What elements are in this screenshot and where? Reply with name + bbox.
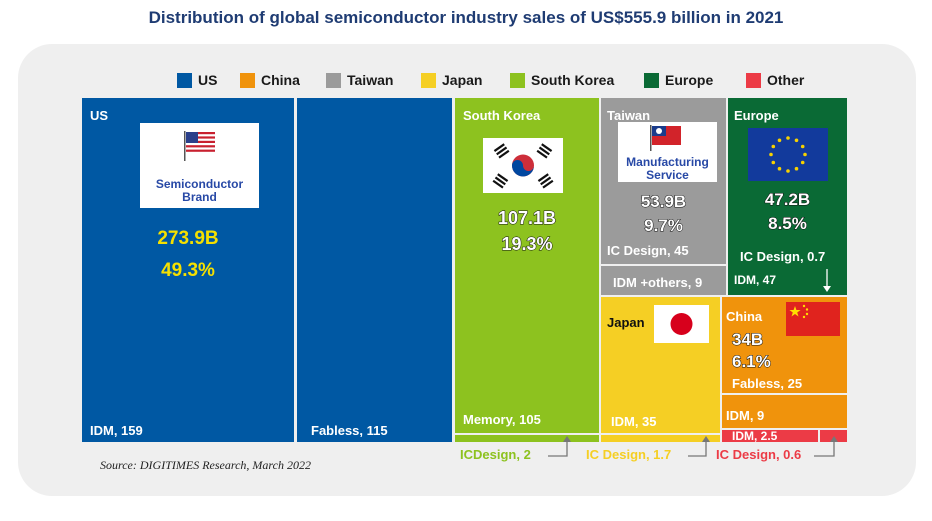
eu-flag-icon (748, 128, 828, 181)
legend-swatch-taiwan (326, 72, 341, 88)
us-card: Semiconductor Brand (140, 123, 259, 208)
tile-us-idm: US Semiconductor Brand 273.9B 49.3% IDM,… (82, 98, 294, 442)
us-idm-label: IDM, 159 (90, 423, 143, 438)
region-label-china: China (726, 309, 763, 324)
tile-south-korea-icdesign (455, 435, 599, 442)
legend-label-other: Other (767, 72, 805, 88)
legend-swatch-other (746, 72, 761, 88)
legend-label-japan: Japan (442, 72, 483, 88)
europe-idm-label: IDM, 47 (734, 273, 777, 287)
taiwan-card-text: Manufacturing Service (626, 155, 709, 182)
legend-label-taiwan: Taiwan (347, 72, 394, 88)
region-label-japan: Japan (607, 315, 645, 330)
japan-idm-label: IDM, 35 (611, 414, 657, 429)
region-label-europe: Europe (734, 108, 779, 123)
legend-item-europe: Europe (644, 71, 713, 89)
region-label-south-korea: South Korea (463, 108, 541, 123)
taiwan-share: 9.7% (644, 216, 684, 236)
other-icdesign-label: IC Design, 0.6 (716, 447, 802, 462)
tile-taiwan-icdesign: Taiwan Manufacturing Service 53.9B 9.7% … (601, 98, 726, 264)
arrow-south-korea-icdesign (548, 436, 571, 457)
chart-title: Distribution of global semiconductor ind… (148, 8, 784, 27)
legend-swatch-us (177, 72, 192, 88)
tile-japan-icdesign (601, 435, 720, 442)
legend-swatch-china (240, 72, 255, 88)
europe-share: 8.5% (768, 214, 808, 234)
tile-other-idm: IDM, 2.5 (722, 430, 818, 442)
taiwan-flag-icon (650, 125, 681, 151)
tile-other-icdesign (820, 430, 847, 442)
tile-japan-idm: Japan IDM, 35 (601, 297, 720, 433)
legend-item-us: US (177, 71, 217, 89)
legend-label-south-korea: South Korea (531, 72, 615, 88)
other-idm-label: IDM, 2.5 (732, 430, 778, 442)
legend-item-south-korea: South Korea (510, 71, 614, 89)
tile-south-korea-memory: South Korea 107.1B 19.3% Memory, 105 (455, 98, 599, 433)
japan-icdesign-label: IC Design, 1.7 (586, 447, 672, 462)
us-flag-icon (184, 131, 215, 161)
region-label-taiwan: Taiwan (607, 108, 651, 123)
source-note: Source: DIGITIMES Research, March 2022 (100, 458, 311, 472)
legend-item-other: Other (746, 71, 804, 89)
us-fabless-label: Fabless, 115 (311, 423, 388, 438)
legend-label-china: China (261, 72, 300, 88)
taiwan-idm-label: IDM +others, 9 (613, 275, 703, 290)
china-fabless-label: Fabless, 25 (732, 376, 803, 391)
legend-swatch-europe (644, 72, 659, 88)
arrow-other-icdesign (814, 436, 838, 457)
china-total: 34B (731, 330, 764, 350)
europe-icdesign-label: IC Design, 0.7 (740, 249, 826, 264)
japan-flag-icon (654, 305, 709, 343)
legend-item-japan: Japan (421, 71, 482, 89)
china-flag-icon (786, 302, 840, 336)
tile-china-fabless: China 34B 6.1% Fabless, 25 (722, 297, 847, 393)
china-share: 6.1% (732, 352, 772, 372)
taiwan-card: Manufacturing Service (618, 122, 717, 182)
us-share: 49.3% (161, 260, 215, 281)
legend-swatch-japan (421, 72, 436, 88)
tile-europe: Europe 47.2B 8.5% IC Design, 0.7 IDM, 47 (728, 98, 847, 295)
south-korea-share: 19.3% (501, 234, 553, 255)
legend-label-europe: Europe (665, 72, 714, 88)
region-label-us: US (90, 108, 109, 123)
legend-label-us: US (198, 72, 218, 88)
taiwan-icdesign-label: IC Design, 45 (607, 243, 689, 258)
south-korea-icdesign-label: ICDesign, 2 (460, 447, 531, 462)
arrow-europe-icdesign (823, 269, 831, 292)
tile-us-fabless: Fabless, 115 (297, 98, 452, 442)
us-card-text: Semiconductor Brand (155, 177, 244, 204)
arrow-japan-icdesign (688, 436, 710, 457)
europe-total: 47.2B (764, 190, 811, 210)
tile-taiwan-idm: IDM +others, 9 (601, 266, 726, 295)
us-total: 273.9B (157, 228, 219, 249)
south-korea-total: 107.1B (497, 208, 557, 229)
legend-item-china: China (240, 71, 300, 89)
tile-china-idm: IDM, 9 (722, 395, 847, 428)
legend-swatch-south-korea (510, 72, 525, 88)
south-korea-memory-label: Memory, 105 (463, 412, 541, 427)
legend-item-taiwan: Taiwan (326, 71, 393, 89)
taiwan-total: 53.9B (640, 192, 687, 212)
south-korea-flag-icon (483, 138, 563, 193)
china-idm-label: IDM, 9 (726, 408, 765, 423)
